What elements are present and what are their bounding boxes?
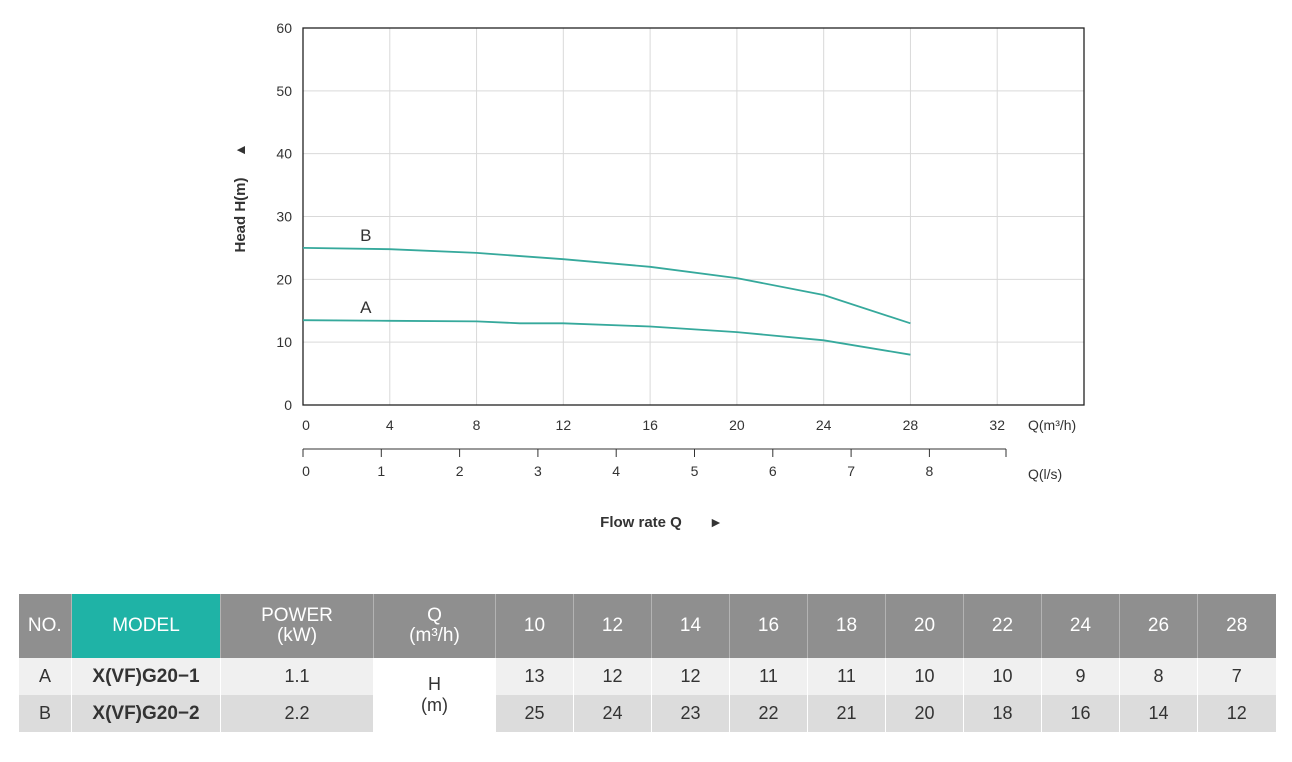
row-value: 12	[651, 658, 730, 695]
header-model: MODEL	[71, 594, 221, 658]
header-flow: 24	[1041, 594, 1120, 658]
y-tick-labels: 0 10 20 30 40 50 60	[276, 20, 292, 413]
x-tick-label: 28	[903, 417, 919, 433]
curve-a	[302, 319, 911, 356]
table-row: A X(VF)G20−1 1.1 H (m) 13 12 12 11 11 10 10 9 8 7	[18, 658, 1276, 732]
row-value: 9	[1041, 658, 1120, 695]
header-flow: 26	[1119, 594, 1198, 658]
ls-tick-label: 2	[456, 463, 464, 479]
row-model: X(VF)G20−1	[71, 658, 221, 695]
x-tick-label: 12	[556, 417, 572, 433]
row-value: 8	[1119, 658, 1198, 695]
ls-tick-label: 3	[534, 463, 542, 479]
x-unit-ls: Q(l/s)	[1028, 466, 1062, 482]
header-power-label: POWER	[261, 605, 333, 627]
x-axis-arrow-icon: ►	[709, 514, 723, 530]
header-power-unit: (kW)	[276, 625, 318, 646]
header-flow: 20	[885, 594, 964, 658]
header-q: Q (m³/h)	[373, 594, 496, 658]
header-flow: 16	[729, 594, 808, 658]
y-tick-label: 30	[276, 209, 292, 225]
y-tick-label: 10	[276, 334, 292, 350]
row-value: 11	[807, 658, 886, 695]
header-flow: 28	[1197, 594, 1276, 658]
row-no: B	[18, 695, 72, 732]
ls-tick-label: 5	[691, 463, 699, 479]
row-value: 21	[807, 695, 886, 732]
ls-tick-label: 8	[926, 463, 934, 479]
row-no: A	[18, 658, 72, 695]
row-value: 7	[1197, 658, 1276, 695]
curve-b	[302, 247, 911, 325]
header-flow: 12	[573, 594, 652, 658]
row-value: 12	[573, 658, 652, 695]
y-tick-label: 40	[276, 146, 292, 162]
ls-tick-label: 6	[769, 463, 777, 479]
row-model: X(VF)G20−2	[71, 695, 221, 732]
table-header-row: NO. MODEL POWER (kW) Q (m³/h) 10 12 14 16 18 20…	[18, 594, 1276, 658]
x-tick-labels-m3h: 0 4 8 12 16 20 24 28 32	[302, 417, 1005, 433]
row-value: 14	[1119, 695, 1198, 732]
header-power: POWER (kW)	[220, 594, 374, 658]
x-tick-label: 4	[386, 417, 394, 433]
x-tick-label: 8	[473, 417, 481, 433]
x-tick-labels-ls: 0 1 2 3 4 5 6 7 8	[302, 449, 1007, 479]
header-flow: 10	[495, 594, 574, 658]
x-tick-label: 32	[989, 417, 1005, 433]
row-value: 18	[963, 695, 1042, 732]
h-label-cell: H (m)	[373, 658, 496, 732]
row-value: 10	[885, 658, 964, 695]
row-value: 11	[729, 658, 808, 695]
x-tick-label: 20	[729, 417, 745, 433]
x-tick-label: 16	[642, 417, 658, 433]
y-axis-title: Head H(m) ▲	[232, 143, 249, 252]
header-q-unit: (m³/h)	[409, 625, 460, 646]
x-tick-label: 24	[816, 417, 832, 433]
y-tick-label: 20	[276, 271, 292, 287]
header-flow: 22	[963, 594, 1042, 658]
curve-label-a: A	[360, 298, 372, 317]
table-row: B X(VF)G20−2 2.2 25 24 23 22 21 20 18 16 14 12	[18, 695, 1276, 732]
h-label: H	[428, 674, 441, 695]
grid-lines	[303, 28, 1084, 405]
row-value: 10	[963, 658, 1042, 695]
row-value: 24	[573, 695, 652, 732]
row-value: 22	[729, 695, 808, 732]
row-value: 12	[1197, 695, 1276, 732]
ls-tick-label: 7	[847, 463, 855, 479]
row-power: 2.2	[220, 695, 374, 732]
curve-label-b: B	[360, 226, 371, 245]
header-flow: 18	[807, 594, 886, 658]
plot-frame	[302, 27, 1085, 406]
ls-tick-label: 1	[377, 463, 385, 479]
y-tick-label: 60	[276, 20, 292, 36]
row-value: 20	[885, 695, 964, 732]
row-value: 25	[495, 695, 574, 732]
row-value: 23	[651, 695, 730, 732]
ls-tick-label: 0	[302, 463, 310, 479]
performance-table: NO. MODEL POWER (kW) Q (m³/h) 10 12 14 16 18 20…	[18, 594, 1276, 732]
header-q-label: Q	[427, 605, 442, 627]
x-axis-label: Flow rate Q	[600, 514, 682, 531]
h-unit: (m)	[421, 695, 448, 715]
row-power: 1.1	[220, 658, 374, 695]
header-flow: 14	[651, 594, 730, 658]
row-value: 16	[1041, 695, 1120, 732]
y-axis-label: Head H(m)	[232, 177, 249, 252]
x-unit-m3h: Q(m³/h)	[1028, 417, 1076, 433]
ls-tick-label: 4	[612, 463, 620, 479]
x-tick-label: 0	[302, 417, 310, 433]
row-value: 13	[495, 658, 574, 695]
y-tick-label: 50	[276, 83, 292, 99]
y-tick-label: 0	[284, 397, 292, 413]
y-axis-arrow-icon: ▲	[232, 143, 248, 157]
curves: AB	[302, 226, 911, 356]
header-no: NO.	[18, 594, 72, 658]
